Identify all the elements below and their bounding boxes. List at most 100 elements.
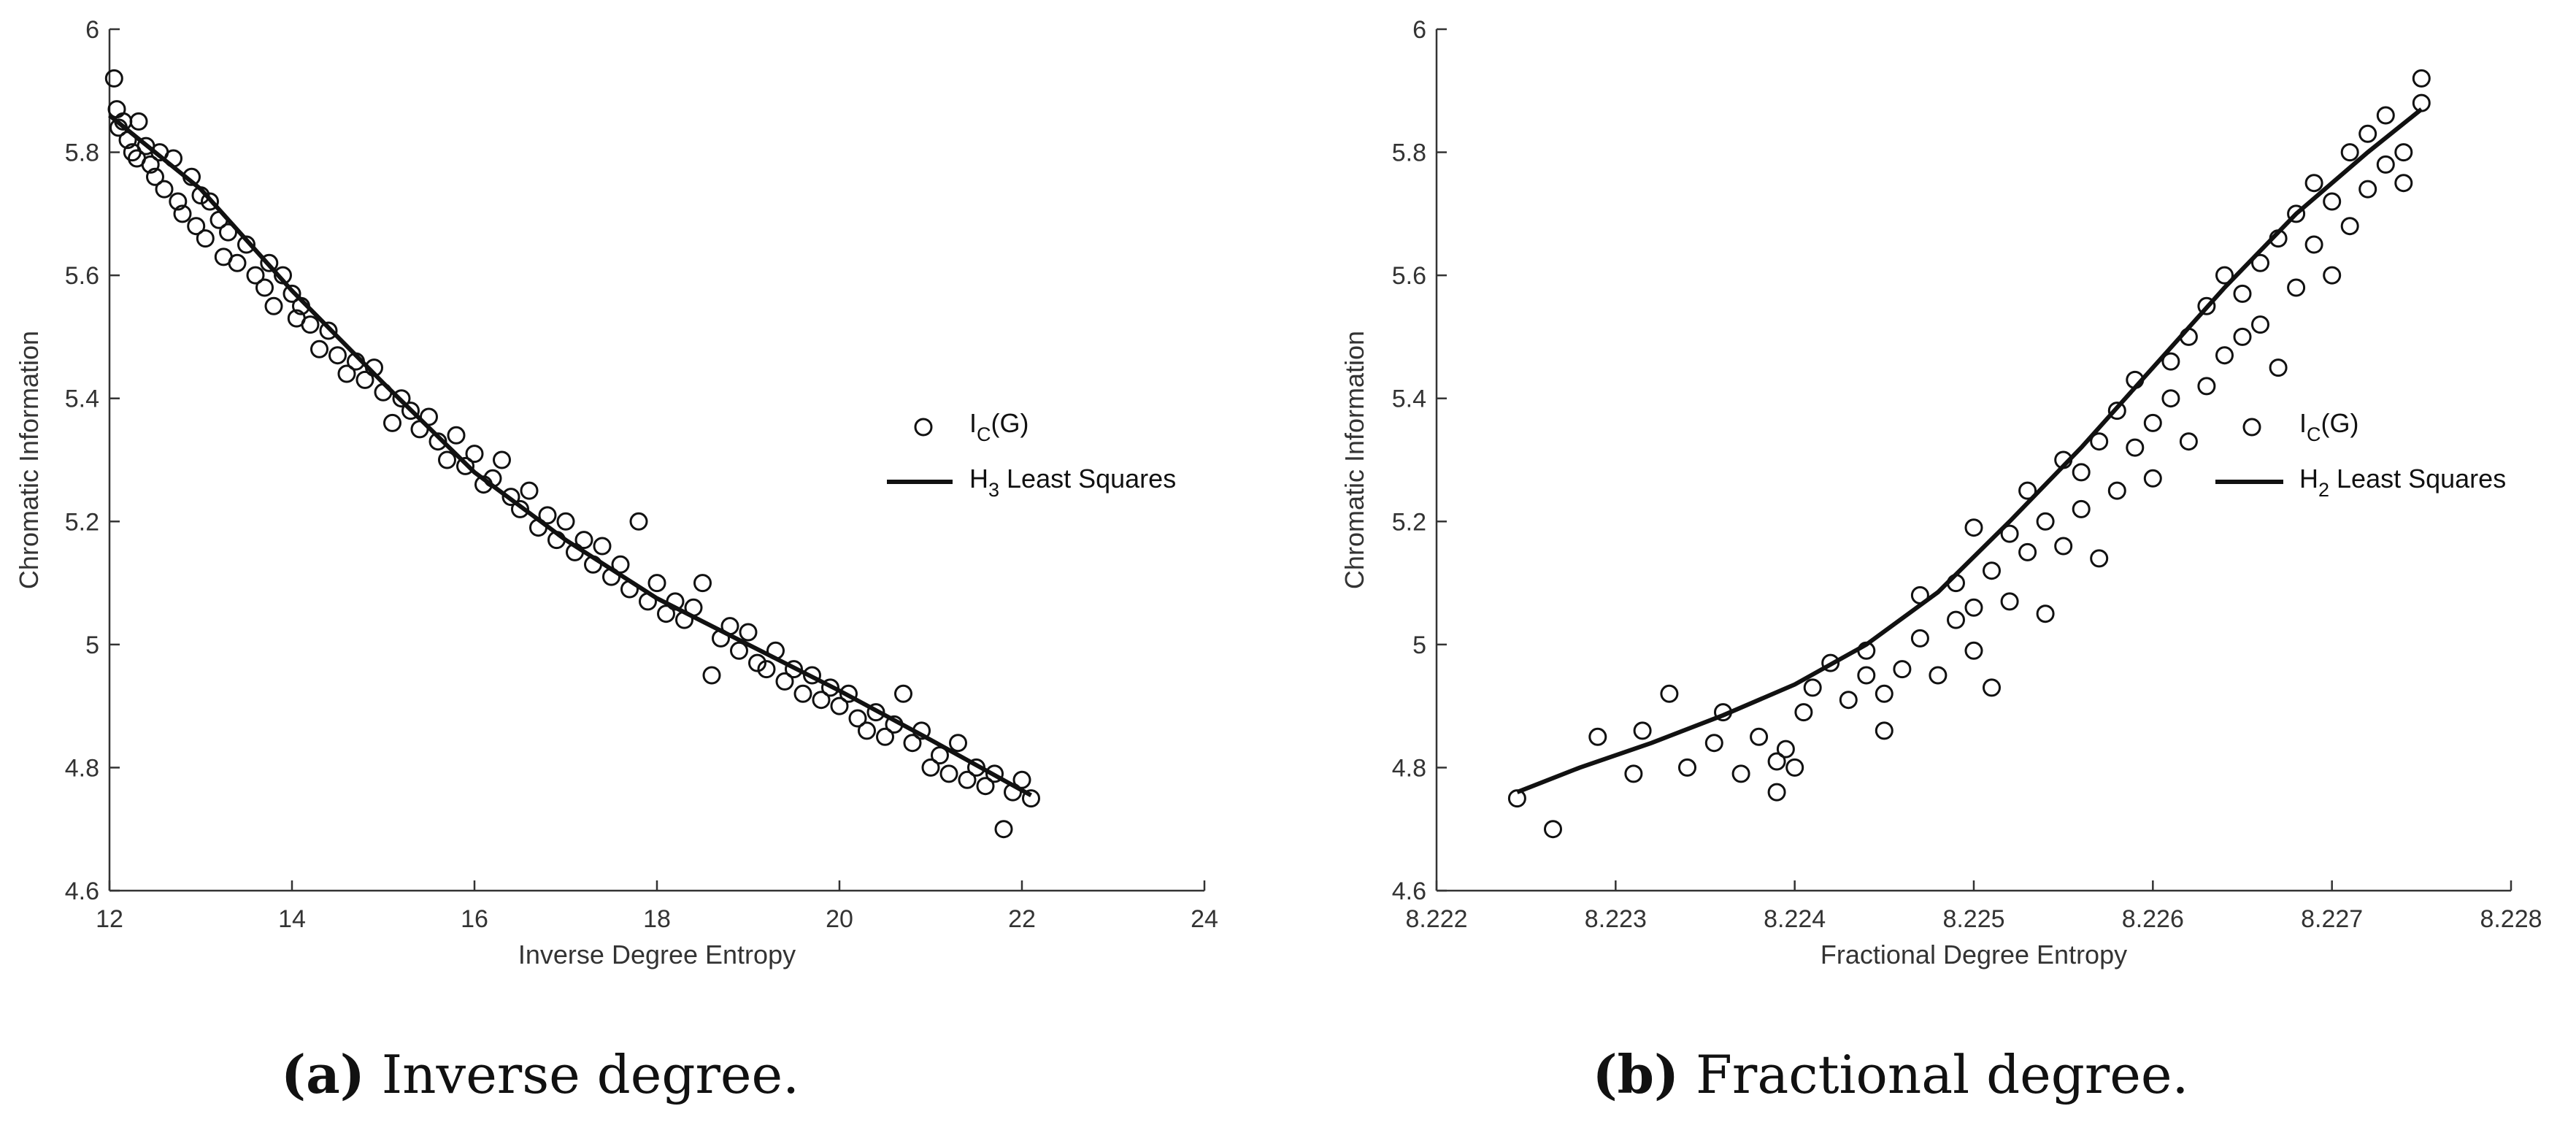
data-point (720, 617, 739, 636)
data-point (1588, 727, 1607, 746)
data-point (2179, 327, 2198, 346)
data-point (328, 346, 347, 365)
data-point (274, 266, 292, 285)
data-point (1004, 783, 1022, 802)
data-point (766, 641, 785, 660)
data-point (629, 512, 648, 531)
data-point (2412, 69, 2431, 88)
data-point (647, 574, 666, 593)
data-point (2018, 481, 2037, 500)
fit-line (108, 113, 1032, 798)
data-point (2054, 450, 2073, 469)
data-point (1947, 574, 1965, 593)
data-point (2412, 93, 2431, 112)
data-point (129, 112, 148, 131)
data-point (1767, 752, 1786, 771)
data-point (866, 703, 885, 722)
y-tick-label: 5.6 (1392, 262, 1426, 290)
data-point (2233, 284, 2252, 303)
y-tick-label: 4.6 (65, 878, 99, 905)
x-ticks-a: 12 14 16 18 20 22 24 (96, 880, 1218, 933)
data-point (1964, 598, 1983, 617)
data-point (1910, 629, 1929, 648)
data-point (501, 488, 520, 507)
y-tick-label: 5.2 (65, 508, 99, 536)
data-point (574, 531, 593, 550)
data-point (2269, 358, 2288, 377)
x-tick-label: 12 (96, 905, 123, 933)
caption-a-text: Inverse degree. (365, 1044, 799, 1105)
data-point (2018, 542, 2037, 561)
data-point (141, 155, 160, 174)
x-tick-label: 8.228 (2480, 905, 2542, 933)
data-point (2072, 499, 2091, 518)
y-tick-label: 4.8 (1392, 754, 1426, 782)
data-point (2394, 174, 2413, 193)
caption-b: (b) Fractional degree. (1593, 1043, 2189, 1105)
data-point (2036, 512, 2055, 531)
data-point (2143, 469, 2162, 488)
data-point (657, 604, 675, 623)
x-axis-title-a: Inverse Degree Entropy (518, 940, 796, 970)
y-tick-label: 4.6 (1392, 878, 1426, 905)
data-point (1839, 691, 1858, 710)
data-point (739, 623, 758, 642)
fit-line (1516, 107, 2423, 794)
data-point (383, 413, 401, 432)
data-point (1660, 684, 1679, 703)
data-point (2340, 143, 2359, 162)
data-point (146, 167, 164, 186)
data-point (2000, 592, 2019, 611)
data-point (803, 666, 821, 685)
x-tick-label: 16 (461, 905, 488, 933)
data-point (748, 653, 766, 672)
y-tick-label: 5.4 (1392, 385, 1426, 413)
data-point (246, 266, 265, 285)
data-point (2215, 346, 2234, 365)
y-ticks-a: 4.6 4.8 5 5.2 5.4 5.6 5.8 6 (65, 16, 120, 905)
data-point (2304, 235, 2323, 254)
data-point (1022, 789, 1040, 808)
data-point (994, 820, 1013, 839)
legend-label-points-a: IC(G) (969, 408, 1029, 445)
data-point (611, 555, 630, 574)
data-point (2358, 180, 2377, 199)
data-point (2143, 413, 2162, 432)
data-point (169, 192, 188, 211)
data-point (556, 512, 575, 531)
data-point (602, 567, 620, 586)
data-point (939, 764, 958, 783)
data-point (976, 777, 995, 796)
data-point (967, 758, 985, 777)
x-tick-label: 8.223 (1585, 905, 1647, 933)
x-tick-label: 8.225 (1942, 905, 2004, 933)
data-point (1857, 641, 1876, 660)
data-point (2251, 315, 2269, 334)
data-point (355, 370, 374, 389)
data-point (2358, 124, 2377, 143)
x-tick-label: 8.224 (1764, 905, 1826, 933)
data-point (2036, 604, 2055, 623)
y-tick-label: 6 (85, 16, 99, 44)
data-points-b (1507, 69, 2431, 839)
data-point (2323, 266, 2342, 285)
data-point (566, 542, 584, 561)
data-point (255, 278, 274, 297)
data-point (1875, 721, 1893, 740)
data-point (1750, 727, 1769, 746)
data-point (282, 284, 301, 303)
legend-b: IC(G) H2 Least Squares (2215, 408, 2506, 501)
data-point (196, 229, 215, 248)
data-point (931, 746, 949, 765)
data-point (520, 481, 539, 500)
fit-curve-a (108, 113, 1032, 798)
data-point (1507, 789, 1526, 808)
data-point (1821, 653, 1840, 672)
y-tick-label: 5.6 (65, 262, 99, 290)
data-point (2251, 253, 2269, 272)
caption-b-letter: (b) (1593, 1043, 1679, 1105)
fit-curve-b (1516, 107, 2423, 794)
data-point (374, 383, 393, 402)
x-axis-title-b: Fractional Degree Entropy (1820, 940, 2127, 970)
